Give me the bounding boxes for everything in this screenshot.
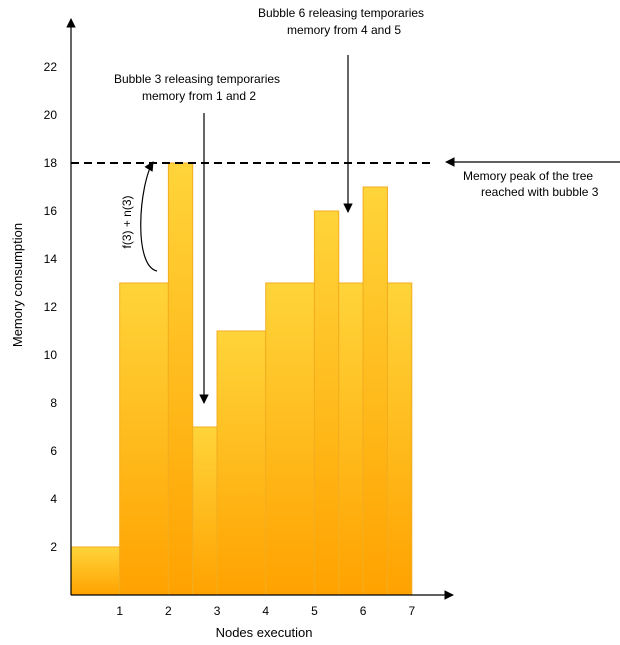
bar-3	[167, 162, 194, 596]
bubble6-annotation-line1: Bubble 6 releasing temporaries	[258, 6, 424, 20]
y-tick-label: 20	[44, 108, 58, 122]
formula-curved-arrow	[140, 161, 158, 272]
bar-9	[362, 186, 388, 596]
x-tick-label: 1	[116, 604, 123, 618]
x-tick-label: 6	[360, 604, 367, 618]
bar-6	[265, 282, 315, 596]
y-tick-label: 12	[44, 300, 58, 314]
formula-label: f(3) + n(3)	[120, 195, 134, 248]
bar-1	[70, 546, 121, 596]
bar-2	[119, 282, 169, 596]
y-ticks: 2 4 6 8 10 12 14 16 18 20 22	[44, 60, 58, 554]
y-tick-label: 4	[50, 492, 57, 506]
x-tick-label: 3	[214, 604, 221, 618]
bar-8	[338, 282, 364, 596]
bar-5	[216, 330, 267, 596]
bubble3-annotation-line2: memory from 1 and 2	[142, 89, 256, 103]
peak-annotation-line1: Memory peak of the tree	[463, 169, 593, 183]
y-tick-label: 8	[50, 396, 57, 410]
x-tick-label: 5	[311, 604, 318, 618]
x-tick-label: 7	[408, 604, 415, 618]
bar-10	[386, 282, 413, 596]
peak-annotation-line2: reached with bubble 3	[481, 185, 599, 199]
y-tick-label: 16	[44, 204, 58, 218]
y-tick-label: 2	[50, 540, 57, 554]
bubble6-annotation-line2: memory from 4 and 5	[287, 23, 401, 37]
x-tick-label: 4	[262, 604, 269, 618]
bar-4	[192, 426, 218, 596]
axes	[66, 18, 454, 600]
x-ticks: 1 2 3 4 5 6 7	[116, 604, 415, 618]
y-tick-label: 22	[44, 60, 58, 74]
bar-7	[313, 210, 340, 596]
y-tick-label: 6	[50, 444, 57, 458]
y-tick-label: 14	[44, 252, 58, 266]
y-axis-label: Memory consumption	[10, 223, 25, 347]
bubble3-annotation-line1: Bubble 3 releasing temporaries	[114, 72, 280, 86]
x-axis-label: Nodes execution	[216, 625, 313, 640]
y-tick-label: 18	[44, 156, 58, 170]
x-tick-label: 2	[165, 604, 172, 618]
y-tick-label: 10	[44, 348, 58, 362]
